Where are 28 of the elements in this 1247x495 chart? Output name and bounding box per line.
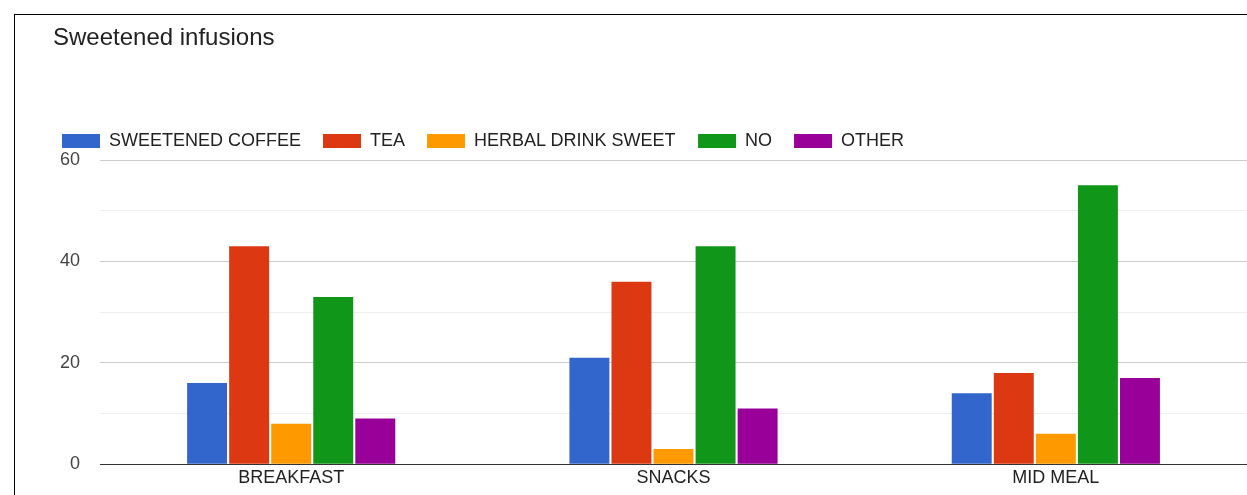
bar bbox=[355, 418, 396, 464]
legend-label: TEA bbox=[370, 129, 406, 150]
legend-label: HERBAL DRINK SWEET bbox=[474, 129, 676, 150]
x-tick-label: SNACKS bbox=[636, 466, 711, 487]
legend-label: SWEETENED COFFEE bbox=[109, 129, 302, 150]
bar bbox=[1119, 378, 1160, 464]
bar bbox=[737, 408, 778, 464]
bar bbox=[951, 393, 992, 464]
bar bbox=[271, 423, 312, 464]
legend-label: OTHER bbox=[841, 129, 905, 150]
y-tick-label: 0 bbox=[70, 453, 81, 474]
y-tick-label: 60 bbox=[59, 148, 81, 169]
legend-label: NO bbox=[745, 129, 773, 150]
y-tick-label: 20 bbox=[59, 351, 81, 372]
bar bbox=[229, 246, 270, 464]
x-tick-label: MID MEAL bbox=[1012, 466, 1100, 487]
chart-title: Sweetened infusions bbox=[53, 23, 275, 51]
bar bbox=[993, 372, 1034, 464]
y-tick-label: 40 bbox=[59, 250, 81, 271]
bar bbox=[569, 357, 610, 464]
bar bbox=[1077, 185, 1118, 464]
bar bbox=[611, 281, 652, 464]
bar bbox=[653, 448, 694, 464]
bar bbox=[187, 383, 228, 464]
bar bbox=[695, 246, 736, 464]
x-tick-label: BREAKFAST bbox=[238, 466, 345, 487]
bar bbox=[313, 296, 354, 464]
bar bbox=[1035, 433, 1076, 464]
